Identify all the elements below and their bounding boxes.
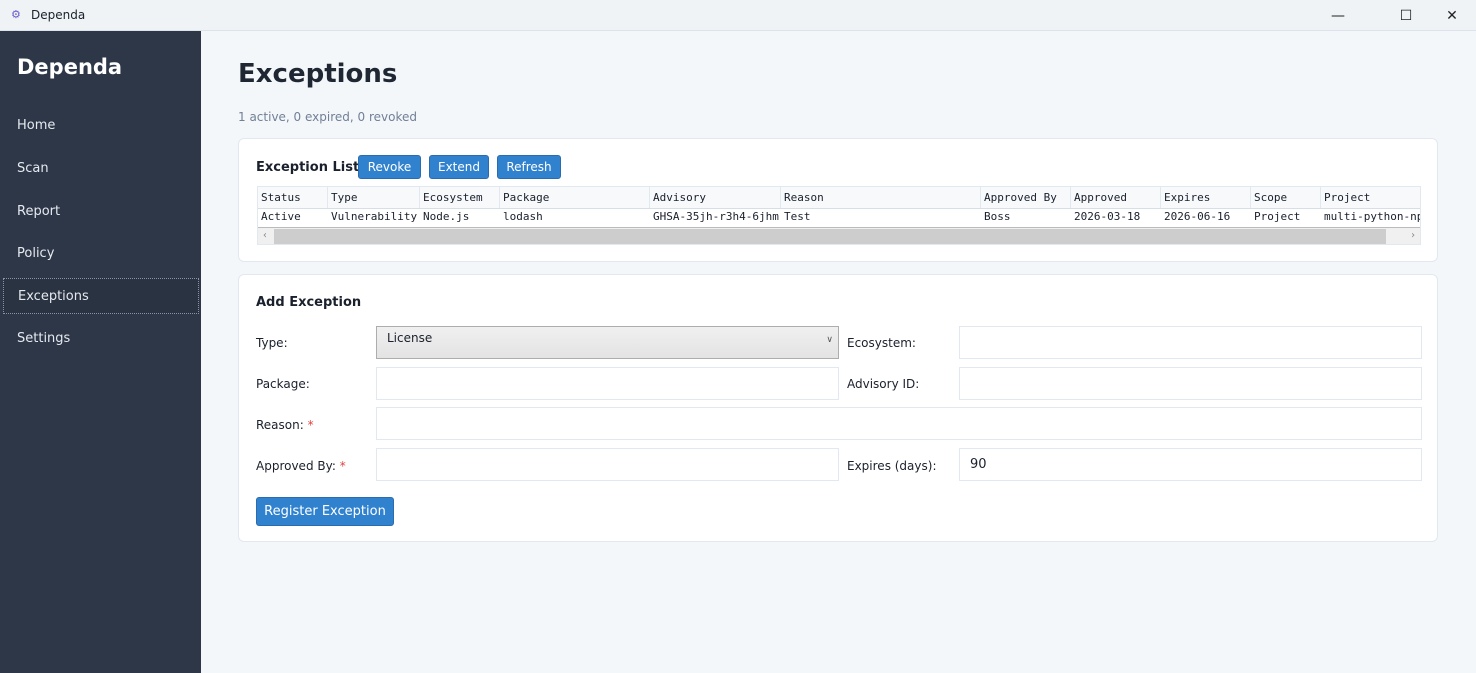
column-header-scope[interactable]: Scope bbox=[1251, 187, 1321, 208]
advisory-id-input[interactable] bbox=[959, 367, 1422, 400]
table-row[interactable]: Active Vulnerability Node.js lodash GHSA-35j… bbox=[258, 209, 1421, 227]
table-cell: Project bbox=[1254, 210, 1301, 223]
refresh-button[interactable]: Refresh bbox=[497, 155, 561, 179]
app-icon: ⚙ bbox=[11, 8, 21, 21]
type-label: Type: bbox=[256, 336, 288, 350]
reason-input[interactable] bbox=[376, 407, 1422, 440]
reason-label: Reason: * bbox=[256, 418, 314, 432]
expires-days-label: Expires (days): bbox=[847, 459, 937, 473]
sidebar-item-policy[interactable]: Policy bbox=[17, 246, 55, 261]
table-cell: Node.js bbox=[423, 210, 470, 223]
sidebar-item-home[interactable]: Home bbox=[17, 118, 56, 133]
exceptions-table: Status Type Ecosystem Package Advisory Reason… bbox=[257, 186, 1421, 245]
required-mark: * bbox=[307, 418, 314, 432]
exception-list-title: Exception List bbox=[256, 160, 360, 175]
column-header-type[interactable]: Type bbox=[328, 187, 420, 208]
expires-days-input[interactable]: 90 bbox=[959, 448, 1422, 481]
column-header-status[interactable]: Status bbox=[258, 187, 328, 208]
exception-list-panel: Exception List Revoke Extend Refresh Sta… bbox=[238, 138, 1438, 262]
column-header-approved[interactable]: Approved bbox=[1071, 187, 1161, 208]
column-header-package[interactable]: Package bbox=[500, 187, 650, 208]
close-button[interactable]: ✕ bbox=[1446, 7, 1458, 24]
sidebar-item-report[interactable]: Report bbox=[17, 204, 61, 219]
page-title: Exceptions bbox=[238, 59, 398, 89]
type-select-value: License bbox=[387, 331, 433, 345]
brand: Dependa bbox=[17, 55, 123, 79]
table-cell: Boss bbox=[984, 210, 1011, 223]
table-cell: Vulnerability bbox=[331, 210, 418, 223]
revoke-button[interactable]: Revoke bbox=[358, 155, 421, 179]
register-exception-button[interactable]: Register Exception bbox=[256, 497, 394, 526]
reason-label-text: Reason: bbox=[256, 418, 304, 432]
table-cell: multi-python-np bbox=[1324, 210, 1421, 223]
approved-by-label: Approved By: * bbox=[256, 459, 346, 473]
table-cell: Test bbox=[784, 210, 811, 223]
sidebar: Dependa Home Scan Report Policy Exceptio… bbox=[0, 31, 201, 673]
column-header-ecosystem[interactable]: Ecosystem bbox=[420, 187, 500, 208]
table-cell: Active bbox=[261, 210, 301, 223]
sidebar-item-scan[interactable]: Scan bbox=[17, 161, 49, 176]
package-label: Package: bbox=[256, 377, 310, 391]
scroll-left-icon[interactable]: ‹ bbox=[262, 230, 269, 241]
column-header-reason[interactable]: Reason bbox=[781, 187, 981, 208]
column-header-project[interactable]: Project bbox=[1321, 187, 1420, 208]
add-exception-title: Add Exception bbox=[256, 295, 362, 310]
table-cell: GHSA-35jh-r3h4-6jhm bbox=[653, 210, 779, 223]
status-summary: 1 active, 0 expired, 0 revoked bbox=[238, 110, 417, 124]
scroll-right-icon[interactable]: › bbox=[1409, 230, 1416, 241]
column-header-expires[interactable]: Expires bbox=[1161, 187, 1251, 208]
sidebar-item-exceptions[interactable]: Exceptions bbox=[3, 278, 199, 314]
maximize-button[interactable]: ☐ bbox=[1399, 7, 1413, 24]
table-cell: lodash bbox=[503, 210, 543, 223]
type-select[interactable]: License ∨ bbox=[376, 326, 839, 359]
extend-button[interactable]: Extend bbox=[429, 155, 489, 179]
title-bar: ⚙ Dependa — ☐ ✕ bbox=[0, 0, 1476, 31]
ecosystem-label: Ecosystem: bbox=[847, 336, 916, 350]
approved-by-label-text: Approved By: bbox=[256, 459, 336, 473]
table-cell: 2026-06-16 bbox=[1164, 210, 1231, 223]
column-header-advisory[interactable]: Advisory bbox=[650, 187, 781, 208]
minimize-button[interactable]: — bbox=[1331, 7, 1345, 24]
table-header: Status Type Ecosystem Package Advisory Reason… bbox=[258, 187, 1420, 209]
column-header-approved-by[interactable]: Approved By bbox=[981, 187, 1071, 208]
required-mark: * bbox=[339, 459, 346, 473]
chevron-down-icon: ∨ bbox=[826, 335, 833, 345]
scrollbar-thumb[interactable] bbox=[274, 229, 1386, 244]
add-exception-panel: Add Exception Type: License ∨ Ecosystem: … bbox=[238, 274, 1438, 542]
window-title: Dependa bbox=[31, 8, 86, 22]
package-input[interactable] bbox=[376, 367, 839, 400]
main-content: Exceptions 1 active, 0 expired, 0 revoke… bbox=[201, 31, 1476, 673]
sidebar-item-settings[interactable]: Settings bbox=[17, 331, 71, 346]
horizontal-scrollbar[interactable]: ‹ › bbox=[258, 227, 1420, 244]
approved-by-input[interactable] bbox=[376, 448, 839, 481]
table-cell: 2026-03-18 bbox=[1074, 210, 1141, 223]
ecosystem-input[interactable] bbox=[959, 326, 1422, 359]
advisory-id-label: Advisory ID: bbox=[847, 377, 920, 391]
